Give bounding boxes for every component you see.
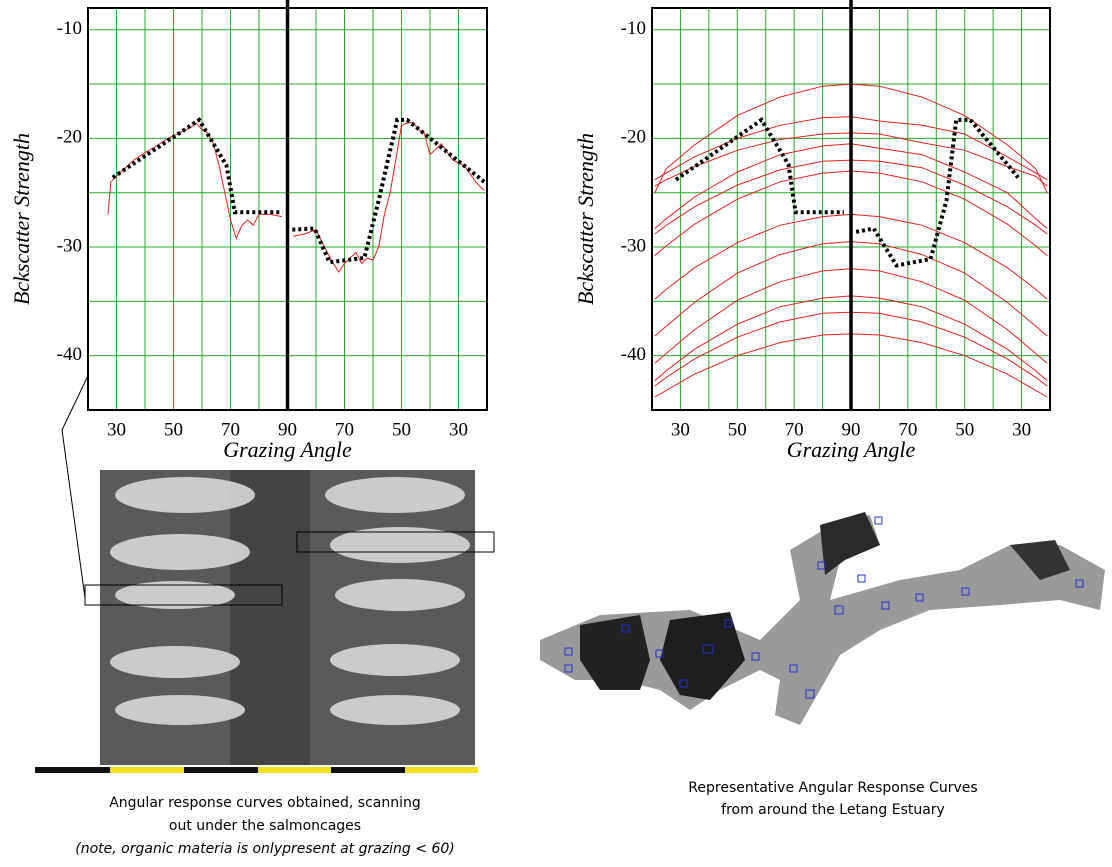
- caption-line: Representative Angular Response Curves: [688, 780, 977, 796]
- x-tick-label: 50: [728, 419, 747, 440]
- x-tick-label: 30: [107, 419, 126, 440]
- caption-line: Angular response curves obtained, scanni…: [109, 795, 421, 811]
- chart: 30 50 70 90 70 50 30 -10 -20 -30 -40 Grazing Angle B…: [573, 0, 1051, 462]
- caption-line: (note, organic materia is onlypresent at…: [75, 841, 454, 857]
- y-tick-label: -40: [621, 344, 646, 365]
- x-tick-label: 70: [898, 419, 917, 440]
- x-tick-label: 90: [842, 419, 861, 440]
- caption-line: out under the salmoncages: [169, 818, 361, 834]
- x-tick-label: 50: [164, 419, 183, 440]
- captions: Angular response curves obtained, scanni…: [75, 780, 977, 857]
- x-tick-label: 30: [449, 419, 468, 440]
- caption-line: from around the Letang Estuary: [721, 802, 945, 818]
- chart: 30 50 70 90 70 50 30 -10 -20 -30 -40 Grazing Angle B…: [9, 0, 488, 462]
- y-tick-label: -10: [621, 18, 646, 39]
- x-tick-label: 50: [392, 419, 411, 440]
- x-tick-label: 70: [785, 419, 804, 440]
- x-axis-label: Grazing Angle: [787, 437, 916, 462]
- x-tick-label: 70: [221, 419, 240, 440]
- y-tick-label: -20: [621, 127, 646, 148]
- x-axis-label: Grazing Angle: [223, 437, 352, 462]
- data-line: [107, 121, 485, 273]
- y-tick-label: -30: [57, 235, 82, 256]
- y-tick-label: -20: [57, 127, 82, 148]
- data-line: [111, 117, 486, 265]
- y-axis-label: Bckscatter Strength: [9, 133, 34, 305]
- x-tick-label: 70: [335, 419, 354, 440]
- estuary-map: [540, 512, 1105, 725]
- y-tick-label: -10: [57, 18, 82, 39]
- sonar-image: [35, 470, 495, 773]
- x-tick-label: 90: [278, 419, 297, 440]
- x-tick-label: 50: [955, 419, 974, 440]
- y-tick-label: -40: [57, 344, 82, 365]
- y-tick-label: -30: [621, 235, 646, 256]
- data-line: [674, 117, 1020, 268]
- x-tick-label: 30: [1012, 419, 1031, 440]
- y-axis-label: Bckscatter Strength: [573, 133, 598, 305]
- x-tick-label: 30: [671, 419, 690, 440]
